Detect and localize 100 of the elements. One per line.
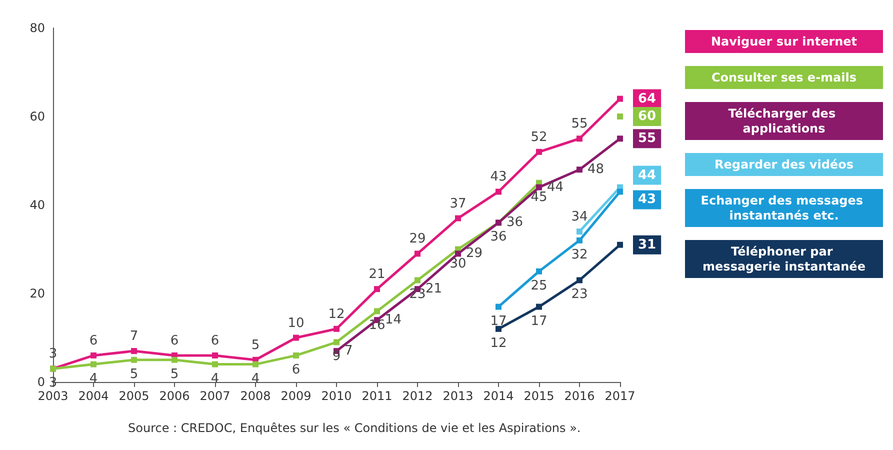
data-label: 29 (466, 246, 483, 262)
y-tick-label: 60 (30, 110, 45, 124)
x-tick-label: 2005 (118, 389, 150, 403)
x-tick-label: 2014 (483, 389, 514, 403)
point (496, 304, 502, 310)
data-label: 52 (530, 130, 548, 145)
point (334, 326, 340, 332)
point (252, 361, 258, 368)
data-label: 23 (571, 287, 588, 302)
y-tick-label: 40 (30, 198, 45, 212)
data-label: 43 (638, 192, 656, 208)
data-label: 5 (170, 366, 179, 382)
point (576, 166, 582, 173)
data-label: 36 (490, 230, 507, 245)
data-label: 55 (571, 116, 588, 132)
point (617, 188, 623, 195)
data-label: 9 (332, 349, 341, 364)
data-label: 21 (426, 282, 442, 297)
data-label: 6 (170, 333, 179, 348)
x-tick-label: 2008 (240, 389, 271, 403)
data-label: 21 (368, 267, 386, 282)
point (414, 277, 420, 284)
point (374, 286, 380, 292)
x-tick-label: 2003 (38, 389, 68, 403)
data-label: 6 (210, 333, 220, 348)
point (617, 242, 623, 248)
point (293, 352, 299, 358)
data-label: 32 (571, 247, 588, 262)
data-label: 5 (130, 366, 138, 382)
data-label: 44 (638, 168, 656, 183)
point (617, 114, 623, 120)
point (536, 304, 542, 310)
data-label: 29 (409, 232, 426, 247)
text: Consulter ses e-mails (711, 70, 857, 84)
data-label: 37 (450, 196, 466, 212)
x-tick-label: 2013 (442, 389, 474, 403)
x-tick-label: 2009 (280, 389, 312, 403)
point (455, 215, 461, 222)
data-label: 12 (490, 336, 507, 351)
text: Regarder des vidéos (714, 158, 854, 172)
point (455, 250, 461, 257)
data-label: 64 (638, 91, 656, 106)
source-note: Source : CREDOC, Enquêtes sur les « Conditions de vie et les Aspirations ». (128, 421, 581, 435)
data-label: 17 (490, 314, 507, 329)
data-label: 43 (490, 170, 507, 185)
data-label: 36 (506, 215, 524, 230)
data-label: 45 (530, 190, 548, 205)
point (576, 136, 582, 142)
data-label: 14 (385, 312, 402, 328)
point (212, 361, 218, 368)
point (576, 228, 582, 235)
point (172, 356, 178, 363)
data-label: 60 (638, 109, 656, 124)
x-tick-label: 2004 (78, 389, 109, 403)
data-label: 23 (409, 287, 426, 302)
data-label: 6 (292, 362, 300, 378)
data-label: 44 (547, 180, 564, 195)
data-label: 12 (328, 306, 345, 322)
point (212, 352, 218, 358)
x-tick-label: 2007 (200, 389, 230, 403)
point (414, 250, 420, 257)
x-tick-label: 2017 (604, 389, 636, 403)
point (536, 184, 542, 190)
data-label: 7 (344, 344, 353, 359)
point (617, 96, 623, 102)
point (536, 148, 542, 155)
data-label: 55 (638, 131, 656, 146)
x-tick-label: 2010 (321, 389, 352, 403)
point (131, 356, 137, 363)
data-label: 17 (530, 314, 548, 329)
data-label: 48 (588, 162, 604, 178)
point (576, 277, 582, 284)
point (131, 348, 137, 354)
data-label: 16 (368, 318, 386, 334)
data-label: 6 (89, 333, 98, 348)
text: Téléphoner par messagerie instantanée (702, 244, 866, 274)
x-tick-label: 2011 (362, 389, 392, 403)
text: Echanger des messages instantanés etc. (700, 194, 868, 222)
data-label: 5 (251, 338, 260, 353)
text: Télécharger des applications (728, 106, 840, 136)
data-label: 10 (288, 316, 304, 331)
point (293, 334, 299, 341)
text: Naviguer sur internet (710, 34, 858, 48)
point (496, 326, 502, 332)
point (90, 352, 96, 358)
point (576, 237, 582, 244)
data-label: 30 (450, 256, 466, 272)
point (617, 136, 623, 142)
y-tick-label: 20 (30, 286, 45, 300)
x-tick-label: 2012 (402, 389, 433, 403)
point (334, 339, 340, 346)
data-label: 34 (571, 210, 588, 225)
x-tick-label: 2016 (564, 389, 595, 403)
data-label: 7 (130, 329, 138, 344)
data-label: 25 (530, 278, 548, 294)
data-label: 31 (638, 237, 656, 252)
point (90, 361, 96, 368)
point (536, 268, 542, 274)
x-tick-label: 2006 (159, 389, 190, 403)
y-tick-label: 0 (37, 375, 45, 389)
